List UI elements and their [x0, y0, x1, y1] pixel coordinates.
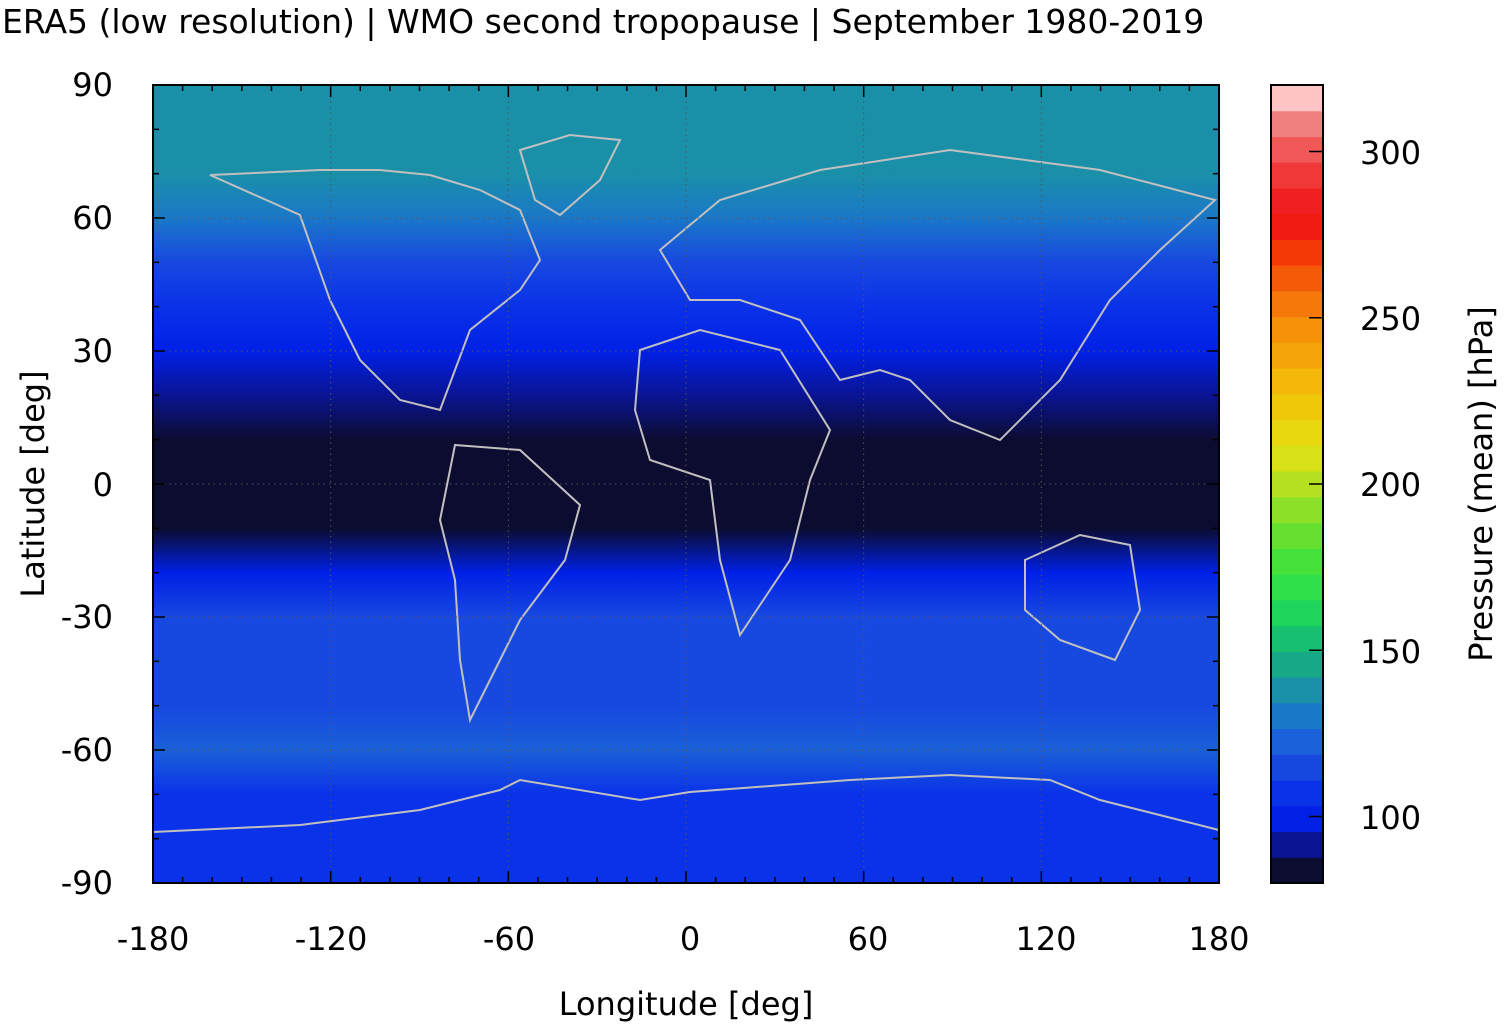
coastline-antarctica: [153, 773, 1219, 833]
y-tick-label: -30: [61, 598, 113, 636]
y-tick-label: 0: [93, 466, 113, 504]
x-tick-label: 120: [1015, 920, 1076, 958]
grid-lines: [153, 85, 1219, 883]
colorbar-swatch: [1271, 393, 1323, 421]
colorbar-swatch: [1271, 548, 1323, 575]
colorbar-swatch: [1271, 574, 1323, 601]
colorbar-swatch: [1271, 316, 1323, 343]
coastline-south-america: [438, 443, 582, 724]
colorbar-tick-label: 250: [1360, 300, 1421, 338]
colorbar-swatch: [1271, 857, 1323, 884]
coastline-north-america: [209, 169, 542, 412]
colorbar: [1271, 85, 1323, 884]
colorbar-swatch: [1271, 110, 1323, 137]
x-tick-label: -60: [483, 920, 535, 958]
x-tick-label: -120: [295, 920, 368, 958]
colorbar-swatch: [1271, 702, 1323, 730]
x-tick-label: 60: [848, 920, 889, 958]
colorbar-tick-label: 100: [1360, 799, 1421, 837]
colorbar-swatch: [1271, 368, 1323, 395]
x-tick-label: 0: [680, 920, 700, 958]
colorbar-swatch: [1271, 239, 1323, 266]
coastline-eurasia: [658, 148, 1218, 442]
y-tick-label: 60: [72, 199, 113, 237]
colorbar-swatch: [1271, 651, 1323, 678]
colorbar-swatch: [1271, 213, 1323, 240]
coastline-greenland: [518, 133, 622, 217]
colorbar-tick-labels: 100 150 200 250 300: [1360, 134, 1421, 837]
colorbar-tick-label: 200: [1360, 466, 1421, 504]
colorbar-swatch: [1271, 677, 1323, 704]
x-tick-labels: -180 -120 -60 0 60 120 180: [117, 920, 1250, 958]
colorbar-swatch: [1271, 265, 1323, 292]
x-tick-label: 180: [1188, 920, 1249, 958]
colorbar-swatch: [1271, 728, 1323, 755]
y-tick-label: -90: [61, 864, 113, 902]
colorbar-swatch: [1271, 496, 1323, 524]
colorbar-swatch: [1271, 445, 1323, 472]
y-tick-label: 30: [72, 332, 113, 370]
colorbar-swatch: [1271, 162, 1323, 189]
colorbar-frame: [1270, 84, 1324, 884]
x-axis-label: Longitude [deg]: [559, 985, 814, 1023]
colorbar-tick-label: 150: [1360, 633, 1421, 671]
colorbar-swatch: [1271, 780, 1323, 807]
colorbar-swatch: [1271, 599, 1323, 627]
coastline-australia: [1024, 533, 1142, 662]
axis-ticks: [152, 84, 1220, 884]
x-tick-label: -180: [117, 920, 190, 958]
coastline-africa: [633, 328, 832, 638]
coastlines: [153, 133, 1219, 833]
colorbar-swatch: [1271, 419, 1323, 446]
colorbar-label: Pressure (mean) [hPa]: [1462, 306, 1500, 661]
colorbar-swatch: [1271, 754, 1323, 781]
y-axis-label: Latitude [deg]: [14, 370, 52, 597]
chart-title: ERA5 (low resolution) | WMO second tropo…: [2, 2, 1204, 41]
y-tick-label: -60: [61, 731, 113, 769]
colorbar-swatch: [1271, 805, 1323, 833]
colorbar-tick-label: 300: [1360, 134, 1421, 172]
colorbar-swatch: [1271, 831, 1323, 858]
colorbar-swatch: [1271, 187, 1323, 215]
colorbar-swatch: [1271, 625, 1323, 652]
colorbar-swatch: [1271, 290, 1323, 318]
colorbar-swatch: [1271, 522, 1323, 549]
y-tick-labels: -90 -60 -30 0 30 60 90: [61, 66, 113, 902]
colorbar-swatch: [1271, 85, 1323, 112]
colorbar-swatch: [1271, 136, 1323, 163]
colorbar-swatch: [1271, 342, 1323, 369]
y-tick-label: 90: [72, 66, 113, 104]
